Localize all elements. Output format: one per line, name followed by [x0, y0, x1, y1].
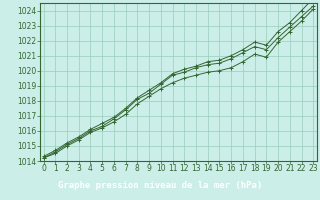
Text: Graphe pression niveau de la mer (hPa): Graphe pression niveau de la mer (hPa): [58, 181, 262, 190]
